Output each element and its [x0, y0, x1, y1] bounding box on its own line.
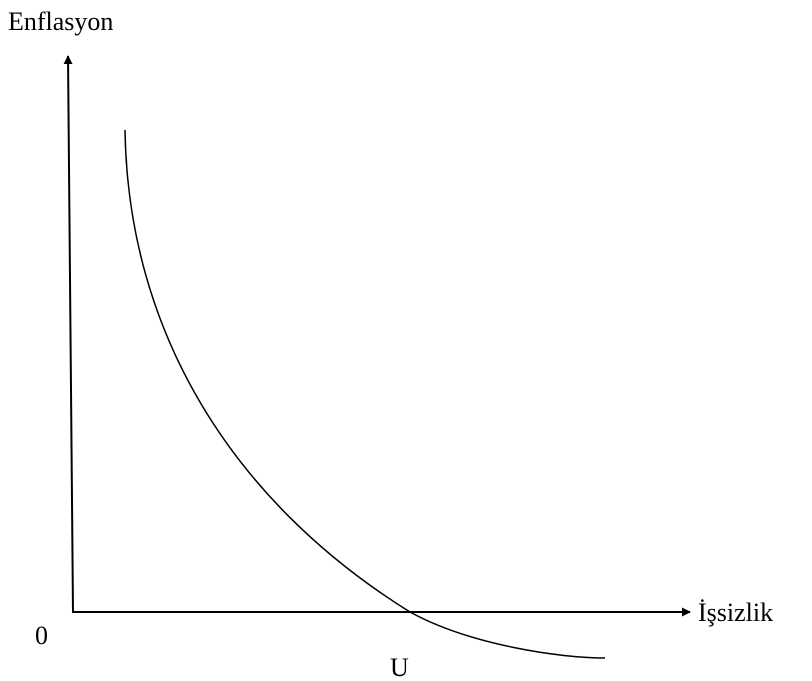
- curve-label: U: [390, 653, 409, 681]
- x-axis-label: İşsizlik: [698, 598, 773, 627]
- curve: [124, 129, 606, 659]
- y-axis: [63, 55, 74, 613]
- y-axis-label: Enflasyon: [8, 7, 113, 36]
- origin-label: 0: [35, 621, 48, 650]
